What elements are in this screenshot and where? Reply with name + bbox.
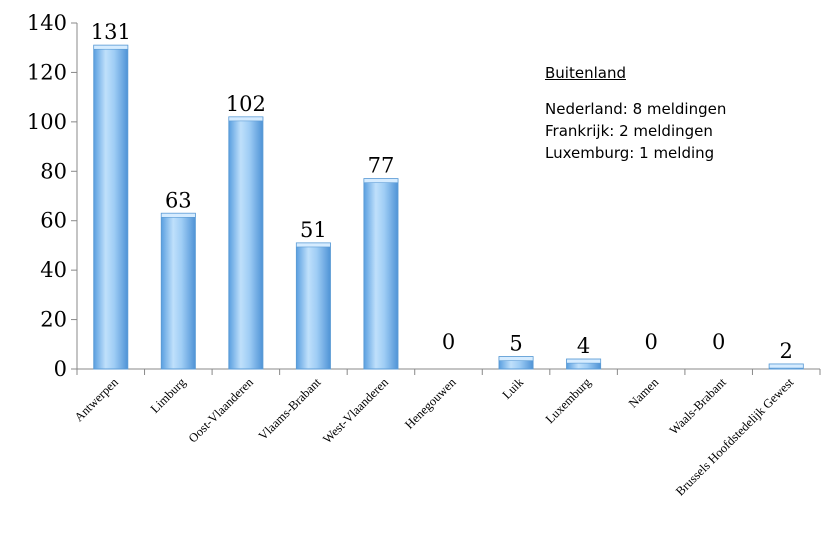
y-tick-label: 20 xyxy=(40,308,67,332)
y-tick-label: 120 xyxy=(27,60,67,84)
bar-top xyxy=(228,116,264,122)
foreign-reports-title: Buitenland xyxy=(545,64,626,82)
bar xyxy=(295,242,331,370)
category-label: Henegouwen xyxy=(402,375,459,432)
data-label: 4 xyxy=(577,334,590,358)
y-tick-label: 60 xyxy=(40,209,67,233)
bar xyxy=(160,212,196,370)
data-label: 102 xyxy=(226,92,266,116)
bar xyxy=(228,116,264,370)
y-tick-label: 140 xyxy=(27,11,67,35)
data-label: 51 xyxy=(300,218,327,242)
bar-body xyxy=(363,178,399,370)
bar-top xyxy=(296,242,331,248)
category-label: Antwerpen xyxy=(72,375,122,425)
data-label: 2 xyxy=(780,339,793,363)
category-label: Luxemburg xyxy=(543,375,595,427)
data-label: 63 xyxy=(165,188,192,212)
data-label: 5 xyxy=(509,332,522,356)
category-label: Limburg xyxy=(148,375,189,416)
y-tick-label: 0 xyxy=(54,357,67,381)
bars xyxy=(93,44,804,370)
y-tick-label: 80 xyxy=(40,159,67,183)
category-label: Vlaams-Brabant xyxy=(256,375,324,443)
category-label: Luik xyxy=(500,375,527,402)
category-label: Oost-Vlaanderen xyxy=(186,375,257,446)
bar-top xyxy=(768,363,804,369)
foreign-reports-line: Nederland: 8 meldingen xyxy=(545,100,727,118)
bar xyxy=(93,44,129,370)
bar xyxy=(768,363,804,370)
data-label: 77 xyxy=(368,154,395,178)
foreign-reports-line: Frankrijk: 2 meldingen xyxy=(545,122,713,140)
bar-body xyxy=(93,44,129,370)
bar-body xyxy=(228,116,264,370)
category-label: Brussels Hoofdstedelijk Gewest xyxy=(673,375,797,499)
bar-top xyxy=(566,358,601,364)
bar-top xyxy=(93,44,129,50)
y-tick-label: 100 xyxy=(27,110,67,134)
bar-top xyxy=(498,356,534,361)
data-label: 131 xyxy=(91,20,131,44)
category-label: West-Vlaanderen xyxy=(320,375,392,447)
bar-body xyxy=(160,212,196,370)
data-label: 0 xyxy=(442,330,455,354)
category-label: Waals-Brabant xyxy=(667,375,730,438)
bar xyxy=(566,358,602,370)
bar xyxy=(498,356,534,370)
bar xyxy=(363,178,399,370)
y-tick-label: 40 xyxy=(40,258,67,282)
foreign-reports-note: Buitenland Nederland: 8 meldingen Frankr… xyxy=(545,62,726,164)
bar-top xyxy=(161,213,196,218)
bar-top xyxy=(363,178,399,183)
category-label: Namen xyxy=(626,375,662,411)
bar-body xyxy=(295,242,331,370)
data-label: 0 xyxy=(644,330,657,354)
foreign-reports-line: Luxemburg: 1 melding xyxy=(545,144,715,162)
data-label: 0 xyxy=(712,330,725,354)
